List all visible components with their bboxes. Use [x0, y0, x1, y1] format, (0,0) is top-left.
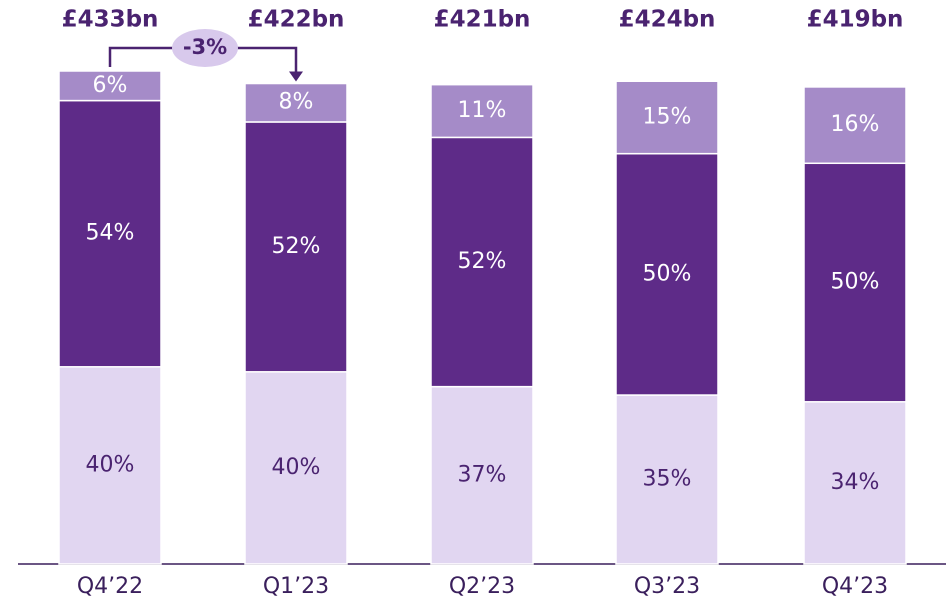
bar-segment — [803, 162, 907, 403]
bar-segment — [803, 86, 907, 165]
bar-segment — [430, 385, 534, 565]
x-tick-label: Q1’23 — [263, 574, 329, 599]
x-tick-label: Q2’23 — [449, 574, 515, 599]
segment-label: 40% — [272, 455, 321, 480]
bar-segment — [615, 394, 719, 565]
bar-segment — [803, 401, 907, 565]
annotation-pill — [172, 29, 238, 67]
bar-segment — [58, 70, 162, 102]
bar-segment — [244, 371, 348, 565]
segment-label: 50% — [643, 261, 692, 286]
bar-segment — [430, 83, 534, 139]
segment-label: 52% — [272, 234, 321, 259]
segment-label: 35% — [643, 467, 692, 492]
total-label: £433bn — [62, 7, 159, 33]
total-label: £422bn — [248, 7, 345, 33]
segment-label: 8% — [279, 90, 314, 115]
segment-label: 34% — [831, 470, 880, 495]
bar-segment — [58, 99, 162, 368]
annotation-label: -3% — [183, 35, 227, 59]
arrow-head — [289, 71, 303, 82]
segment-label: 37% — [458, 462, 507, 487]
x-tick-label: Q4’22 — [77, 574, 143, 599]
bar-segment — [58, 366, 162, 565]
segment-label: 11% — [458, 98, 507, 123]
x-tick-label: Q4’23 — [822, 574, 888, 599]
segment-label: 40% — [86, 452, 135, 477]
bar-segment — [430, 136, 534, 388]
x-tick-label: Q3’23 — [634, 574, 700, 599]
segment-label: 15% — [643, 104, 692, 129]
bar-segment — [615, 80, 719, 155]
segment-label: 54% — [86, 221, 135, 246]
segment-label: 50% — [831, 270, 880, 295]
bar-segment — [244, 82, 348, 123]
total-label: £424bn — [619, 7, 716, 33]
segment-label: 6% — [93, 73, 128, 98]
segment-label: 16% — [831, 112, 880, 137]
total-label: £421bn — [434, 7, 531, 33]
bar-segment — [244, 121, 348, 373]
segment-label: 52% — [458, 249, 507, 274]
bar-segment — [615, 152, 719, 396]
total-label: £419bn — [807, 7, 904, 33]
